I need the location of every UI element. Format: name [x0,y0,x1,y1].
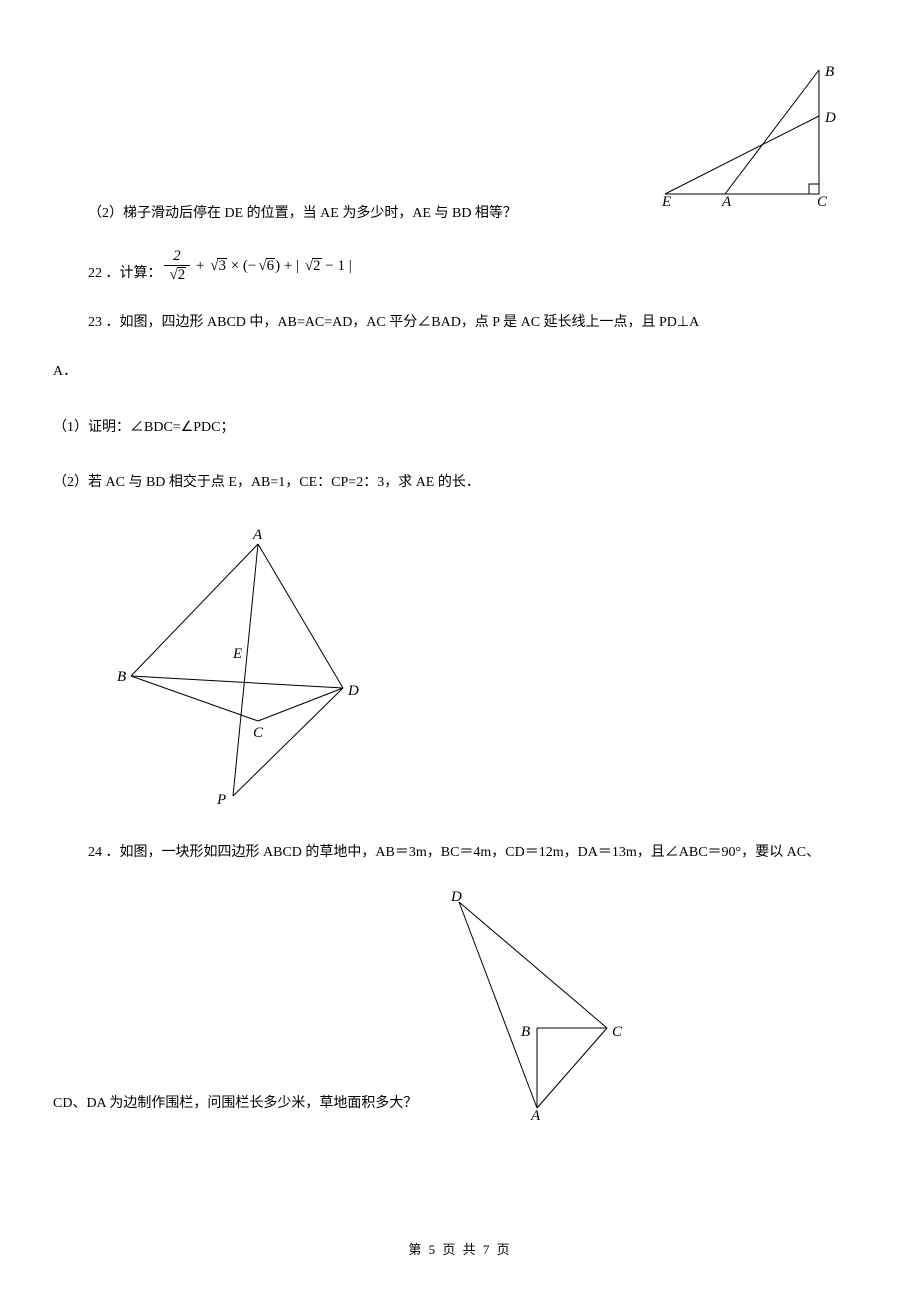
q23-part2: （2）若 AC 与 BD 相交于点 E，AB=1，CE：CP=2：3，求 AE … [53,463,867,502]
q24-stem: 24 ．如图，一块形如四边形 ABCD 的草地中，AB＝3m，BC＝4m，CD＝… [53,833,867,872]
label-a: A [530,1108,541,1123]
q23-diagram: A B D E C P [113,526,373,816]
label-d: D [824,110,836,126]
q22-prefix: 22 ．计算： [53,267,162,283]
q24-stem-end: CD、DA 为边制作围栏，问围栏长多少米，草地面积多大？ [53,1084,437,1123]
label-b: B [825,64,834,80]
q22-expression: 2 2 + 3 × (− 6 ) + | 2 − 1 | [162,249,352,283]
label-b: B [521,1024,530,1040]
page-footer: 第 5 页 共 7 页 [0,1239,920,1258]
label-b: B [117,669,126,685]
label-p: P [216,792,226,808]
q22-fraction: 2 2 [164,249,191,283]
label-c: C [253,725,264,741]
q22: 22 ．计算： 2 2 + 3 × (− 6 ) + | 2 − 1 | [53,249,867,283]
label-c: C [612,1024,623,1040]
q21-diagram: B D E A C [659,64,837,206]
label-d: D [450,889,462,905]
q24-diagram: D C B A [437,888,627,1123]
label-e: E [661,194,671,206]
label-a: A [252,527,263,543]
q23-stem-a: 23 ．如图，四边形 ABCD 中，AB=AC=AD，AC 平分∠BAD，点 P… [53,303,867,342]
q24: 24 ．如图，一块形如四边形 ABCD 的草地中，AB＝3m，BC＝4m，CD＝… [53,833,867,1123]
label-a: A [721,194,732,206]
q23-part1: （1）证明：∠BDC=∠PDC； [53,408,867,447]
label-d: D [347,683,359,699]
label-c: C [817,194,828,206]
label-e: E [232,646,242,662]
q23-stem-b: A． [53,352,867,391]
